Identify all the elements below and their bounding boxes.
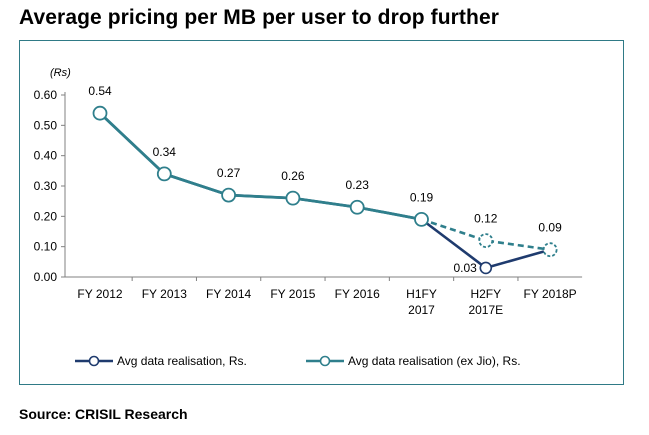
y-tick-label: 0.60 xyxy=(34,88,58,102)
y-tick-label: 0.10 xyxy=(34,240,58,254)
y-tick-label: 0.50 xyxy=(34,118,58,132)
x-tick-label: H1FY xyxy=(406,287,437,301)
data-point-ex-jio xyxy=(414,211,429,227)
data-point-ex-jio xyxy=(349,199,365,215)
y-tick-label: 0.30 xyxy=(34,179,58,193)
source-note: Source: CRISIL Research xyxy=(19,406,188,422)
x-tick-label: H2FY xyxy=(470,287,501,301)
x-tick-label: 2017 xyxy=(408,303,435,317)
data-point-ex-jio xyxy=(285,190,301,206)
legend-ex-jio-marker xyxy=(319,355,331,367)
y-tick-label: 0.20 xyxy=(34,209,58,223)
x-tick-label: FY 2015 xyxy=(270,287,315,301)
data-label-ex-jio: 0.27 xyxy=(217,166,241,180)
data-label-ex-jio: 0.09 xyxy=(538,221,562,235)
y-tick-label: 0.40 xyxy=(34,149,58,163)
legend-avg-data-realisation-label: Avg data realisation, Rs. xyxy=(117,354,247,368)
data-label-ex-jio: 0.23 xyxy=(346,178,370,192)
x-tick-label: FY 2018P xyxy=(524,287,577,301)
data-label-ex-jio: 0.34 xyxy=(153,145,177,159)
legend-ex-jio-label: Avg data realisation (ex Jio), Rs. xyxy=(348,354,521,368)
data-label-ex-jio: 0.54 xyxy=(88,84,112,98)
data-point-ex-jio xyxy=(221,187,237,203)
data-point-ex-jio xyxy=(156,166,172,182)
data-label-ex-jio: 0.12 xyxy=(474,212,498,226)
data-label-ex-jio: 0.19 xyxy=(410,190,434,204)
y-tick-label: 0.00 xyxy=(34,270,58,284)
series-line-ex-jio-dashed xyxy=(421,218,551,251)
x-tick-label: FY 2014 xyxy=(206,287,251,301)
chart-frame xyxy=(19,40,624,385)
y-axis-unit-label: (Rs) xyxy=(50,67,71,79)
chart-title: Average pricing per MB per user to drop … xyxy=(19,6,499,29)
data-point-ex-jio xyxy=(478,233,494,249)
data-label-ex-jio: 0.26 xyxy=(281,169,305,183)
data-point-ex-jio xyxy=(542,242,558,258)
x-tick-label: FY 2013 xyxy=(142,287,187,301)
legend-avg-data-realisation-marker xyxy=(88,355,100,367)
x-tick-label: FY 2016 xyxy=(335,287,380,301)
x-tick-label: 2017E xyxy=(468,303,503,317)
x-tick-label: FY 2012 xyxy=(77,287,122,301)
data-point-ex-jio xyxy=(92,105,108,121)
data-label-avg-data-realisation: 0.03 xyxy=(453,261,477,275)
data-point-avg-data-realisation xyxy=(479,261,493,275)
series-line-ex-jio-solid xyxy=(99,112,422,221)
